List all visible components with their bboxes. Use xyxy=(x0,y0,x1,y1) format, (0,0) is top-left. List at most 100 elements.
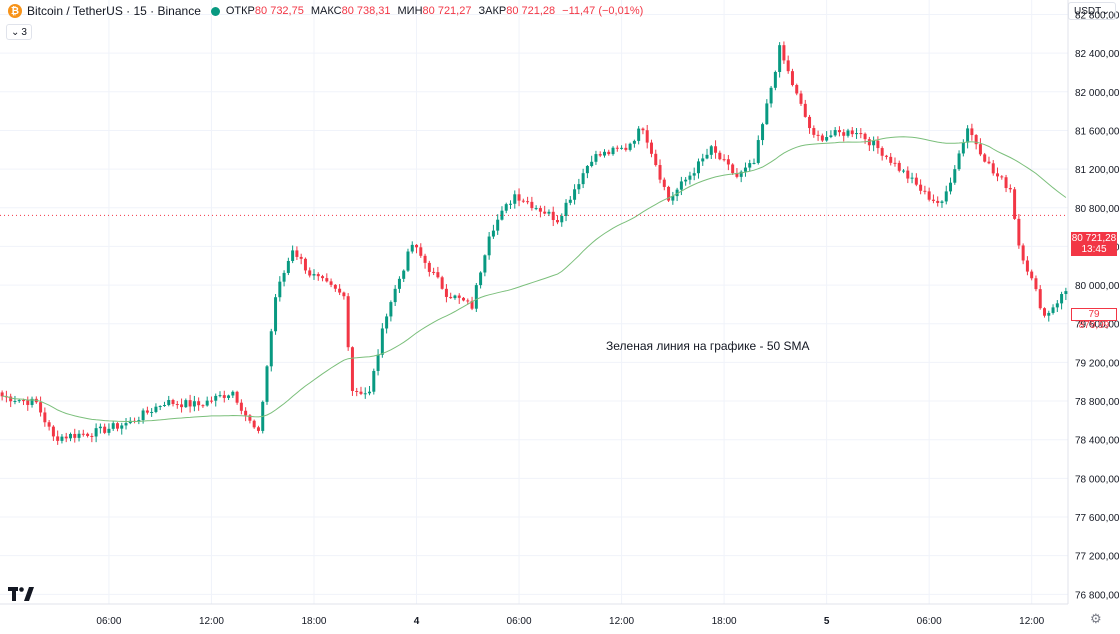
y-tick-label: 79 600,00 xyxy=(1075,320,1120,331)
price-scale[interactable]: 82 800,00 82 400,00 82 000,00 81 600,00 81 2… xyxy=(1075,10,1120,601)
open-value: 80 732,75 xyxy=(254,5,304,17)
chart-annotation: Зеленая линия на графике - 50 SMA xyxy=(606,339,810,353)
candle-body xyxy=(795,85,799,94)
candle-body xyxy=(953,169,957,183)
candle-body xyxy=(368,391,372,394)
candle-body xyxy=(756,140,760,163)
candle-body xyxy=(286,260,290,273)
candle-body xyxy=(363,393,367,395)
candle-body xyxy=(415,244,419,248)
candle-body xyxy=(214,395,218,401)
candle-body xyxy=(987,161,991,164)
high-label: МАКС xyxy=(310,5,342,17)
y-tick-label: 78 400,00 xyxy=(1075,436,1120,447)
candle-body xyxy=(696,161,700,174)
high-value: 80 738,31 xyxy=(341,5,391,17)
candle-body xyxy=(624,147,628,150)
candle-body xyxy=(376,354,380,371)
candle-body xyxy=(162,405,166,407)
candle-body xyxy=(30,398,34,405)
candle-body xyxy=(410,244,414,252)
candle-body xyxy=(299,256,303,259)
candle-body xyxy=(432,271,436,273)
candle-body xyxy=(679,181,683,190)
candle-body xyxy=(171,400,175,405)
grid-lines xyxy=(0,0,1068,604)
candle-body xyxy=(103,426,107,433)
candle-body xyxy=(897,162,901,171)
indicators-toggle-button[interactable]: ⌄ 3 xyxy=(6,24,32,40)
candle-body xyxy=(902,170,906,172)
candle-body xyxy=(393,288,397,303)
prev-close-tag: 79 879,99 xyxy=(1071,308,1117,331)
candle-body xyxy=(966,128,970,143)
last-price-tag: 80 721,28 13:45 xyxy=(1071,232,1117,256)
candle-body xyxy=(81,433,85,435)
candle-body xyxy=(47,422,51,427)
candle-body xyxy=(145,410,149,413)
candle-body xyxy=(167,400,171,406)
candle-body xyxy=(649,142,653,154)
candle-body xyxy=(26,400,30,405)
candle-body xyxy=(765,103,769,125)
time-scale[interactable]: 06:00 12:00 18:00 4 06:00 12:00 18:00 5 06:00 12:… xyxy=(96,616,1120,627)
candle-body xyxy=(594,154,598,162)
candle-body xyxy=(51,426,55,437)
candle-body xyxy=(662,179,666,187)
candle-body xyxy=(150,411,154,413)
candle-body xyxy=(761,124,765,141)
bar-countdown: 13:45 xyxy=(1081,244,1107,255)
candle-body xyxy=(291,250,295,261)
candle-body xyxy=(491,230,495,237)
candle-body xyxy=(778,45,782,72)
candle-body xyxy=(949,182,953,192)
candle-body xyxy=(440,277,444,289)
candle-body xyxy=(86,433,90,436)
candle-body xyxy=(9,396,13,402)
candle-body xyxy=(658,165,662,180)
candle-body xyxy=(453,295,457,299)
gear-icon[interactable]: ⚙ xyxy=(1090,611,1102,626)
candle-body xyxy=(667,186,671,201)
candle-body xyxy=(1021,245,1025,261)
candle-body xyxy=(457,295,461,298)
candle-body xyxy=(222,395,226,398)
candle-body xyxy=(534,208,538,210)
candle-body xyxy=(1034,278,1038,290)
candle-body xyxy=(474,285,478,309)
candle-body xyxy=(889,156,893,163)
tradingview-logo[interactable] xyxy=(8,587,34,601)
candle-body xyxy=(846,130,850,136)
candle-body xyxy=(94,428,98,437)
candle-body xyxy=(701,158,705,162)
candle-body xyxy=(684,179,688,182)
symbol-legend: ₿ Bitcoin / TetherUS · 15 · Binance ОТКР… xyxy=(8,4,650,18)
y-tick-label: 82 800,00 xyxy=(1075,10,1120,21)
candle-body xyxy=(517,194,521,201)
candle-body xyxy=(333,284,337,289)
symbol-title[interactable]: Bitcoin / TetherUS · 15 · Binance xyxy=(27,4,201,18)
candle-body xyxy=(372,370,376,392)
close-value: 80 721,28 xyxy=(506,5,556,17)
candle-body xyxy=(325,278,329,282)
candle-body xyxy=(1013,189,1017,219)
candle-body xyxy=(282,272,286,282)
currency-select[interactable]: USDT ⌄ xyxy=(1068,2,1116,20)
candle-body xyxy=(274,297,278,332)
candle-body xyxy=(308,270,312,276)
candle-body xyxy=(808,116,812,129)
candle-body xyxy=(816,134,820,136)
open-label: ОТКР xyxy=(225,5,255,17)
candle-body xyxy=(961,142,965,154)
candle-body xyxy=(1008,188,1012,190)
candle-body xyxy=(611,147,615,155)
candle-body xyxy=(573,189,577,200)
candle-body xyxy=(235,391,239,403)
candle-body xyxy=(547,211,551,214)
candle-body xyxy=(607,151,611,155)
candle-body xyxy=(940,201,944,203)
candle-body xyxy=(385,316,389,329)
candle-body xyxy=(13,400,17,402)
